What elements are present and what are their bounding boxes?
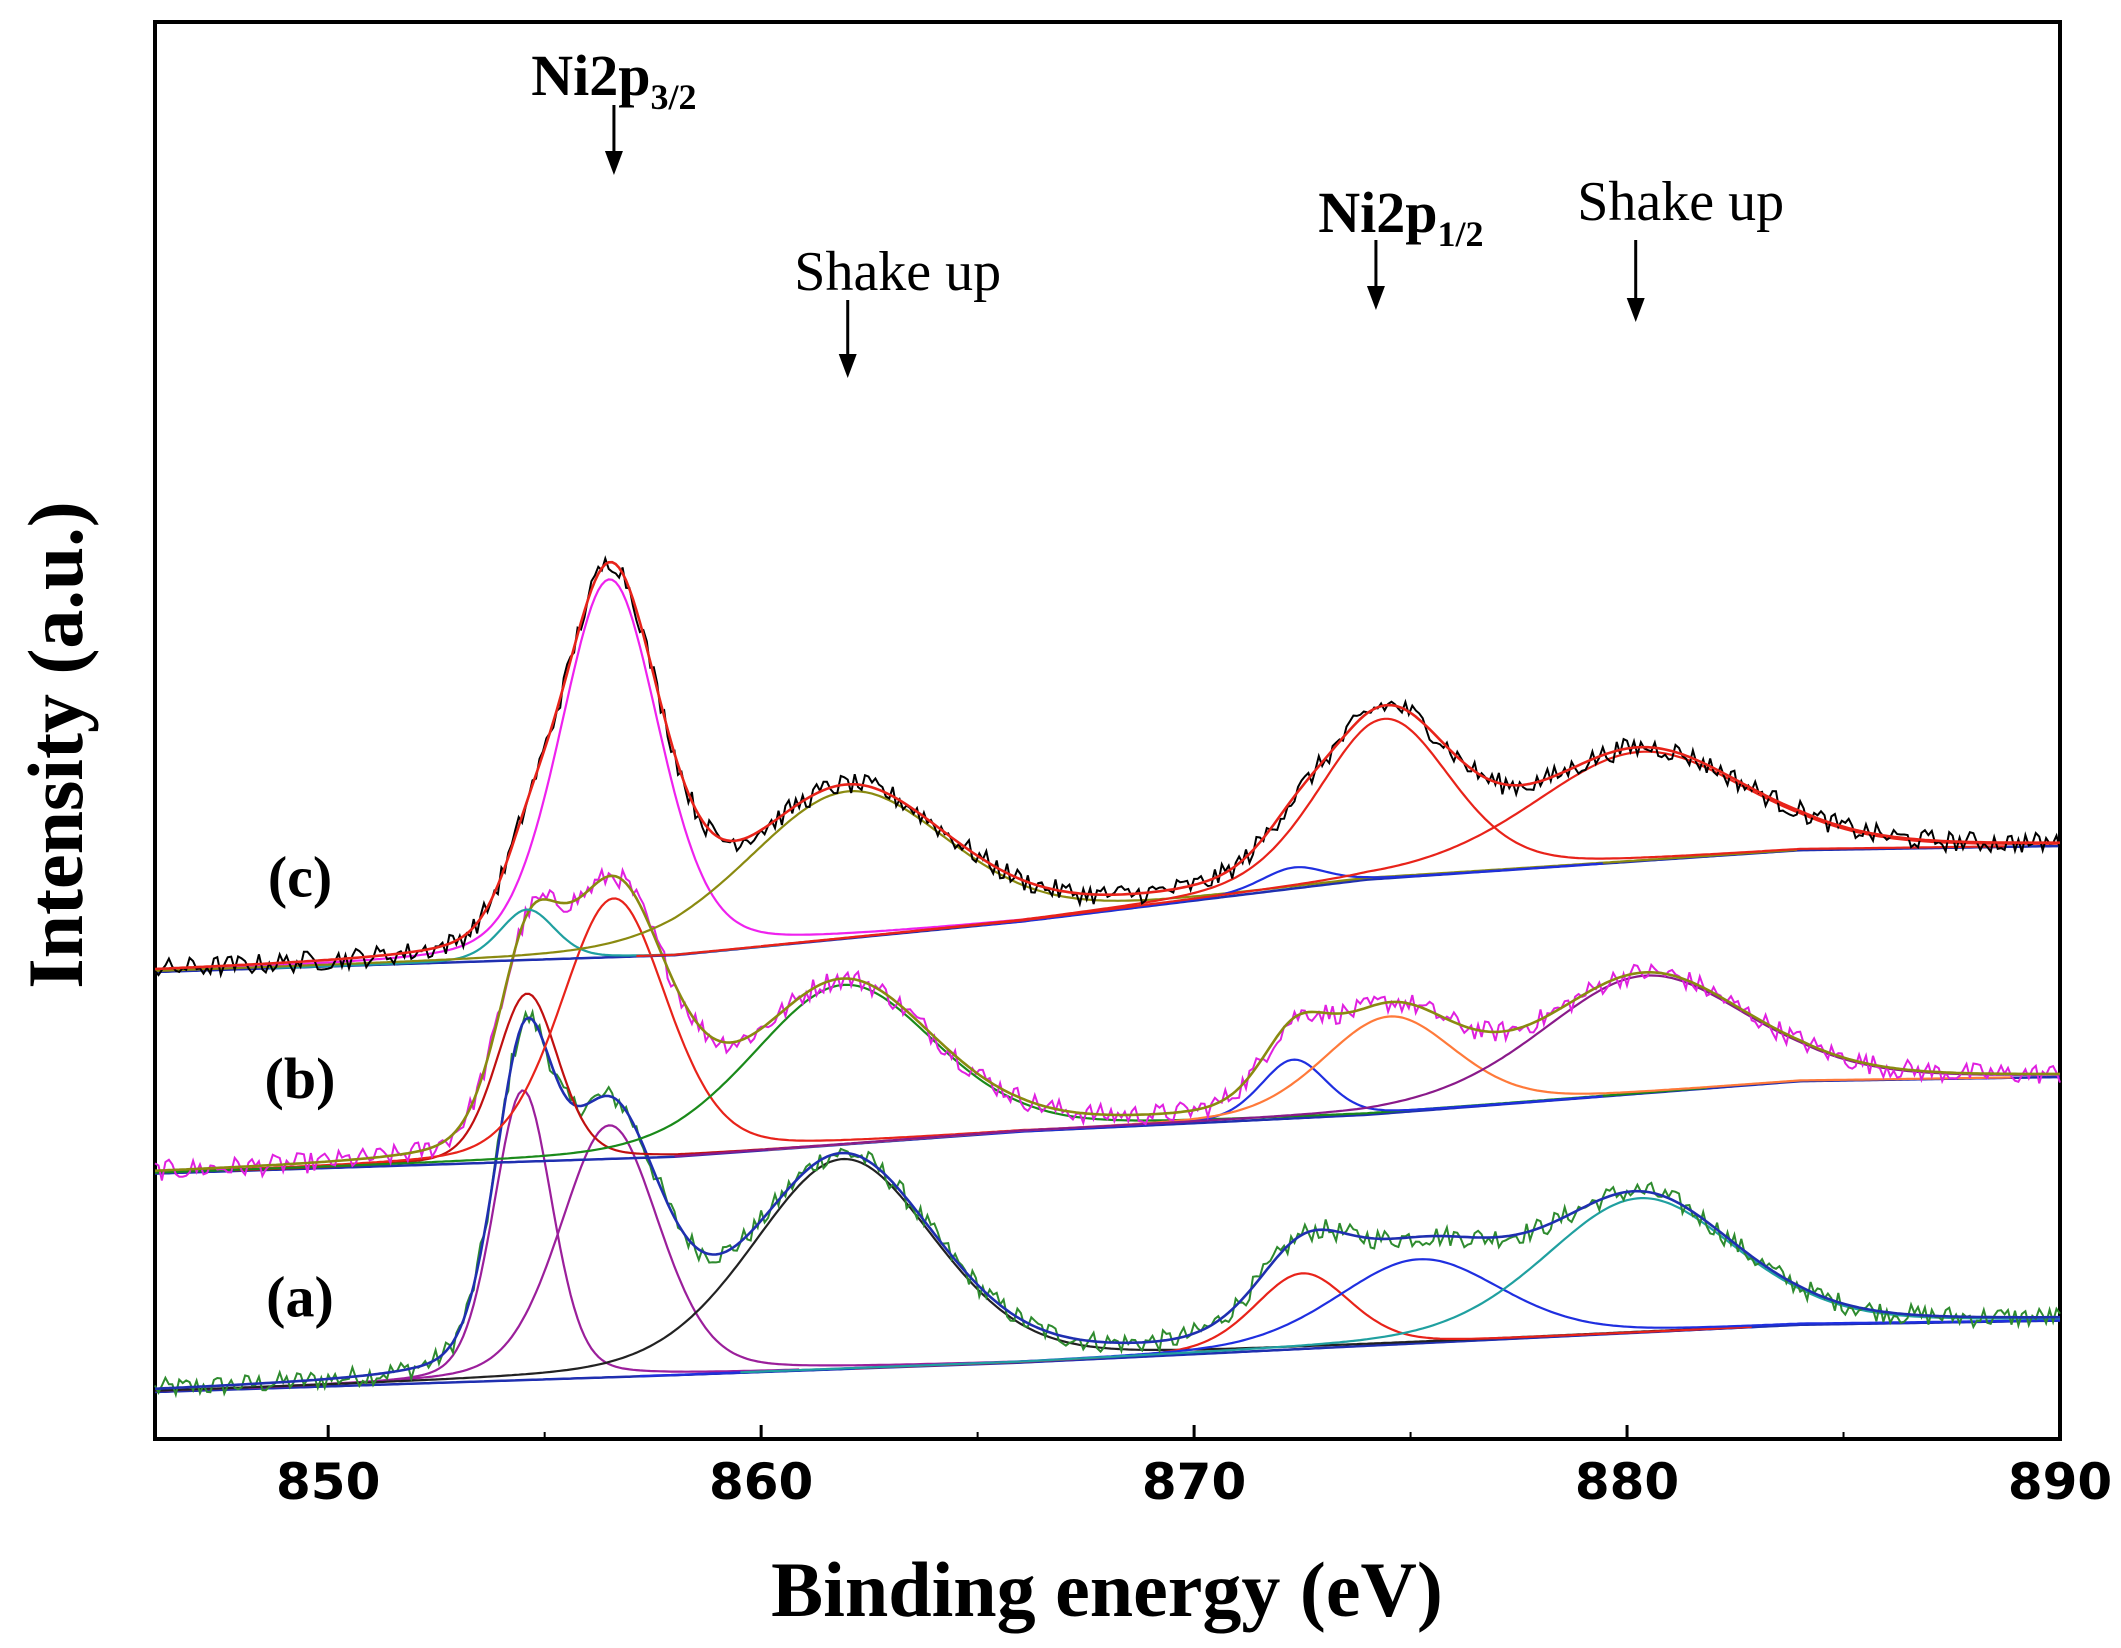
component-peak-2 — [154, 1157, 1707, 1392]
component-peak-5 — [636, 750, 2060, 958]
annotation-arrow-head — [838, 354, 857, 378]
x-tick-label: 850 — [276, 1453, 380, 1511]
experimental-spectrum — [154, 866, 2061, 1181]
fit-envelope — [154, 874, 2060, 1172]
x-axis-title: Binding energy (eV) — [771, 1546, 1443, 1633]
annotation-arrow-head — [1366, 286, 1385, 310]
component-peak-3 — [854, 1272, 1752, 1370]
fit-envelope — [154, 1016, 2060, 1390]
panel-2: (c) — [154, 555, 2061, 979]
y-axis-title: Intensity (a.u.) — [12, 501, 99, 989]
annotation-arrow-head — [1626, 298, 1645, 322]
x-tick-label: 860 — [709, 1453, 813, 1511]
component-peak-1 — [154, 897, 1115, 1174]
panel-0: (a) — [154, 1008, 2061, 1399]
annotation-label: Shake up — [794, 241, 1001, 303]
component-peak-3 — [982, 862, 1603, 927]
x-tick-label: 890 — [2008, 1453, 2112, 1511]
component-peak-5 — [674, 974, 2060, 1158]
plot-frame — [153, 20, 2062, 1441]
fit-envelope — [154, 560, 2060, 971]
panel-1: (b) — [154, 866, 2061, 1181]
component-peak-0 — [248, 1089, 800, 1389]
component-peak-4 — [768, 1015, 2012, 1151]
annotation-label: Ni2p3/2 — [531, 43, 696, 117]
annotation-label: Shake up — [1577, 171, 1784, 233]
panel-label: (b) — [265, 1046, 336, 1111]
annotation-label: Ni2p1/2 — [1318, 180, 1483, 254]
component-peak-5 — [740, 1197, 2061, 1374]
panels-group: (a) (b) (c) — [154, 555, 2061, 1399]
component-peak-2 — [154, 983, 1707, 1174]
panel-label: (c) — [268, 844, 332, 909]
component-peak-2 — [154, 789, 1797, 972]
experimental-spectrum — [154, 1008, 2061, 1399]
panel-label: (a) — [266, 1264, 334, 1329]
component-peak-3 — [982, 1058, 1603, 1136]
experimental-spectrum — [154, 555, 2061, 979]
component-peak-4 — [639, 1258, 2061, 1378]
x-tick-label: 870 — [1142, 1453, 1246, 1511]
annotation-arrow-head — [604, 151, 623, 175]
x-axis-ticks: 850 860 870 880 890 — [276, 1425, 2112, 1511]
component-peak-1 — [154, 578, 1077, 972]
annotations-group: Ni2p3/2 Shake up Ni2p1/2 Shake up — [531, 43, 1784, 378]
x-tick-label: 880 — [1575, 1453, 1679, 1511]
